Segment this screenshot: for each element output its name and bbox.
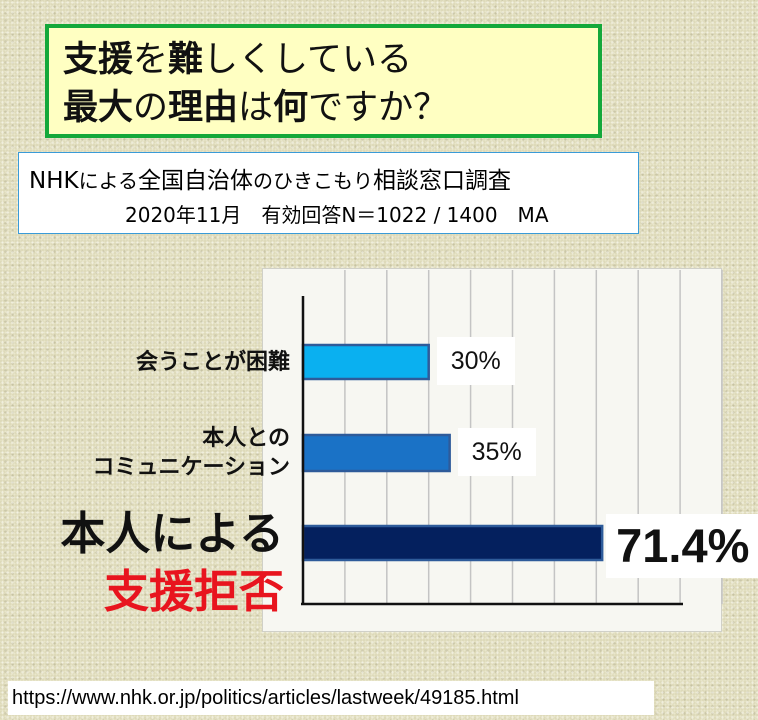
- value-label: 35%: [457, 428, 536, 476]
- bar: [301, 433, 451, 473]
- category-label-line: 会うことが困難: [135, 349, 290, 375]
- survey-title-part: による: [78, 169, 138, 193]
- source-url[interactable]: https://www.nhk.or.jp/politics/articles/…: [8, 681, 654, 715]
- survey-info-box: NHKによる全国自治体のひきこもり相談窓口調査 2020年11月 有効回答N＝1…: [18, 152, 639, 234]
- title-line-2-part: 理由: [168, 88, 239, 128]
- title-line-1-part: を: [133, 40, 169, 80]
- survey-title-part: 相談窓口調査: [373, 168, 511, 194]
- title-line-1: 支援を難しくしている: [63, 36, 598, 84]
- value-label: 71.4%: [606, 514, 758, 578]
- survey-title-part: NHK: [29, 168, 79, 194]
- category-label-line: 支援拒否: [103, 565, 284, 618]
- category-label: 本人による 支援拒否: [60, 505, 284, 621]
- bar: [301, 343, 430, 381]
- title-line-2: 最大の理由は何ですか？: [63, 84, 598, 132]
- survey-title-part: のひきこもり: [253, 169, 373, 193]
- title-line-2-part: の: [133, 88, 169, 128]
- survey-details: 2020年11月 有効回答N＝1022 / 1400 MA: [125, 203, 549, 227]
- category-label-line: 本人との: [202, 426, 290, 451]
- survey-title-part: 全国自治体: [138, 168, 253, 194]
- category-label-line: コミュニケーション: [92, 455, 290, 480]
- title-line-2-part: は: [238, 88, 274, 128]
- category-label: 本人とのコミュニケーション: [92, 424, 290, 482]
- title-box: 支援を難しくしている 最大の理由は何ですか？: [45, 24, 602, 138]
- title-line-2-part: ですか？: [308, 88, 449, 128]
- bar: [301, 524, 604, 562]
- category-label: 会うことが困難: [136, 348, 290, 377]
- title-line-1-part: 支援: [63, 40, 134, 80]
- survey-title: NHKによる全国自治体のひきこもり相談窓口調査: [29, 161, 511, 195]
- title-line-1-part: 難: [168, 40, 204, 80]
- category-label-line: 本人による: [60, 507, 284, 560]
- title-line-2-part: 最大: [63, 88, 134, 128]
- title-line-2-part: 何: [273, 88, 309, 128]
- title-line-1-part: しくしている: [203, 40, 412, 80]
- value-label: 30%: [436, 337, 515, 385]
